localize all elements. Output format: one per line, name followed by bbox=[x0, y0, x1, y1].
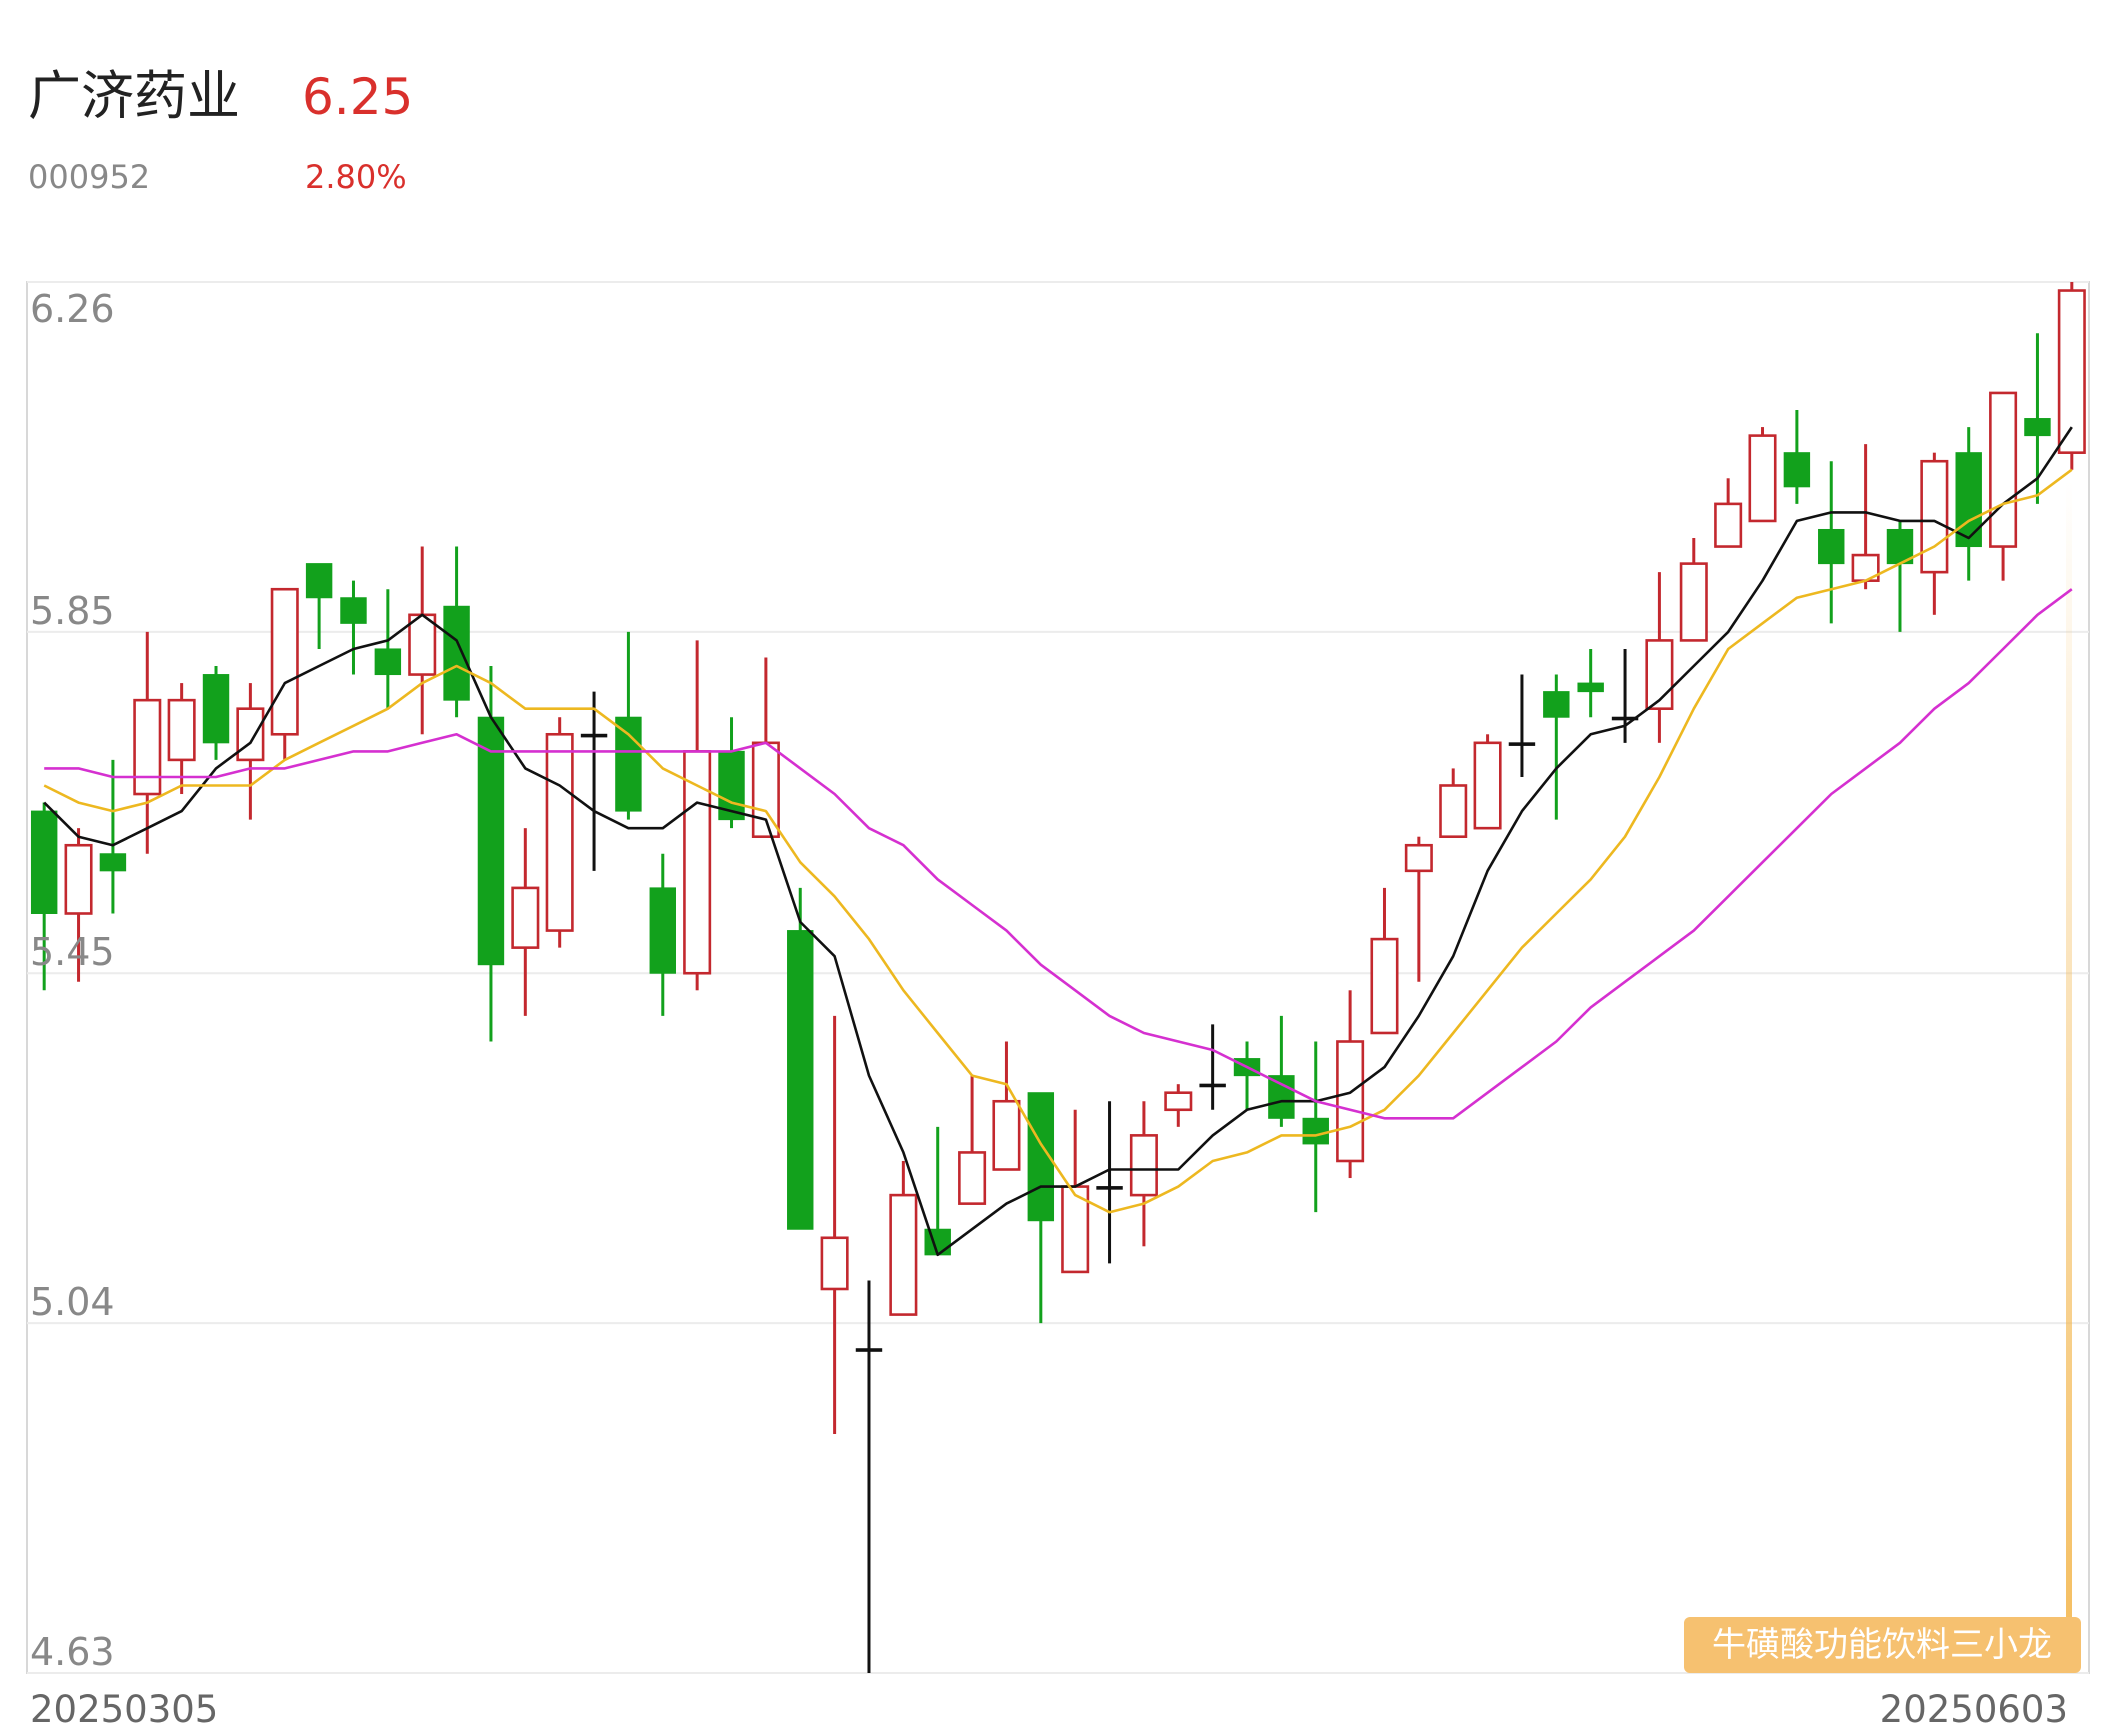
candle-body bbox=[2057, 289, 2086, 454]
candle-body bbox=[477, 716, 505, 966]
candle-body bbox=[1783, 452, 1811, 488]
y-tick-label: 5.45 bbox=[30, 930, 115, 974]
candle-body bbox=[2024, 418, 2051, 437]
candle-body bbox=[1818, 528, 1845, 565]
candle-body bbox=[374, 648, 402, 676]
marks bbox=[30, 282, 2086, 1673]
candle-body bbox=[133, 698, 162, 796]
candle-body bbox=[649, 887, 676, 974]
candle-body bbox=[615, 716, 642, 812]
x-tick-label: 20250603 bbox=[1880, 1688, 2068, 1731]
y-tick-label: 5.04 bbox=[30, 1280, 115, 1324]
candle-body bbox=[1577, 682, 1604, 693]
candle-body bbox=[1886, 528, 1914, 565]
candle-body bbox=[1336, 1040, 1365, 1163]
candle-body bbox=[580, 733, 608, 738]
candle-body bbox=[1611, 716, 1639, 721]
candle-body bbox=[1302, 1117, 1329, 1145]
cursor-line bbox=[2066, 480, 2072, 1673]
candle-body bbox=[1370, 937, 1399, 1035]
candle-body bbox=[511, 886, 540, 949]
x-tick-label: 20250305 bbox=[30, 1688, 218, 1731]
candle-body bbox=[545, 732, 574, 932]
y-tick-label: 6.26 bbox=[30, 287, 115, 331]
candle-body bbox=[958, 1151, 987, 1205]
candle-body bbox=[1920, 459, 1949, 574]
candle-body bbox=[889, 1193, 918, 1316]
watermark-badge bbox=[1684, 1617, 2081, 1673]
stock-name: 广济药业 bbox=[28, 66, 240, 127]
ma-line bbox=[43, 468, 2073, 1214]
candle-body bbox=[1989, 391, 2018, 548]
watermark-text: 牛磺酸功能饮料三小龙 bbox=[1712, 1625, 2052, 1665]
ma-line bbox=[43, 426, 2073, 1257]
candle-body bbox=[305, 563, 333, 599]
candle-body bbox=[1508, 742, 1536, 746]
candle-body bbox=[99, 853, 127, 872]
candle-body bbox=[340, 597, 367, 624]
candle-body bbox=[1096, 1186, 1123, 1190]
candle-body bbox=[855, 1348, 883, 1352]
candle-body bbox=[1164, 1091, 1193, 1112]
candle-body bbox=[1679, 562, 1708, 642]
candle-body bbox=[408, 613, 437, 676]
candle-body bbox=[787, 930, 814, 1230]
candle-body bbox=[1748, 434, 1777, 523]
candle-body bbox=[1129, 1134, 1158, 1197]
y-tick-label: 5.85 bbox=[30, 589, 115, 633]
y-tick-label: 4.63 bbox=[30, 1630, 115, 1674]
candle-body bbox=[167, 698, 196, 762]
candle-body bbox=[1543, 691, 1570, 718]
candle-body bbox=[992, 1099, 1021, 1171]
stock-code: 000952 bbox=[28, 158, 150, 196]
candle-body bbox=[1473, 741, 1502, 830]
candle-body bbox=[1061, 1185, 1090, 1274]
stock-price: 6.25 bbox=[302, 68, 413, 126]
candle-body bbox=[1714, 502, 1743, 548]
candle-body bbox=[270, 587, 299, 736]
candle-body bbox=[443, 605, 470, 701]
candle-body bbox=[236, 707, 265, 762]
stock-change: 2.80% bbox=[305, 158, 407, 196]
candle-body bbox=[1404, 843, 1433, 873]
candle-body bbox=[1268, 1075, 1295, 1119]
candle-body bbox=[1645, 639, 1674, 710]
candle-body bbox=[1199, 1083, 1226, 1088]
candle-body bbox=[820, 1236, 849, 1291]
candle-body bbox=[64, 843, 93, 915]
candle-body bbox=[202, 674, 230, 744]
ma-line bbox=[44, 588, 2073, 1120]
candle-body bbox=[30, 810, 58, 914]
candle-body bbox=[1439, 784, 1468, 838]
